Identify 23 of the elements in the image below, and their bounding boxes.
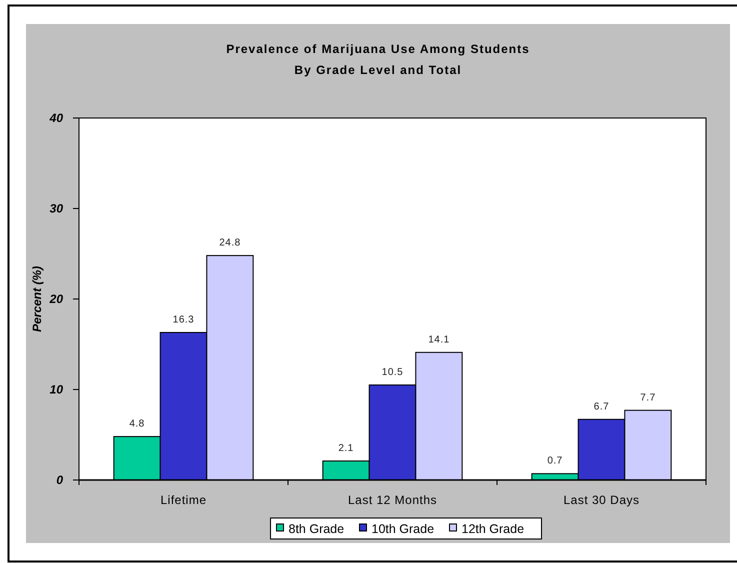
x-tick-label: Lifetime xyxy=(160,493,207,507)
data-label: 7.7 xyxy=(640,392,656,404)
chart-subtitle: By Grade Level and Total xyxy=(294,63,462,77)
data-label: 10.5 xyxy=(382,366,404,378)
y-tick-label: 10 xyxy=(50,382,64,396)
data-label: 2.1 xyxy=(338,442,354,454)
y-tick-label: 0 xyxy=(56,473,64,487)
y-tick-label: 20 xyxy=(48,292,64,306)
data-label: 6.7 xyxy=(594,401,610,412)
data-label: 4.8 xyxy=(129,418,145,430)
y-axis-title: Percent (%) xyxy=(30,266,44,332)
y-tick-label: 30 xyxy=(50,202,64,216)
legend-label: 12th Grade xyxy=(462,522,524,536)
x-tick-label: Last 30 Days xyxy=(563,493,640,507)
data-label: 0.7 xyxy=(547,456,563,467)
x-tick-label: Last 12 Months xyxy=(348,493,438,507)
y-tick-label: 40 xyxy=(48,111,64,125)
data-label: 24.8 xyxy=(219,238,241,249)
chart-title: Prevalence of Marijuana Use Among Students xyxy=(226,42,530,56)
data-label: 16.3 xyxy=(172,314,194,326)
data-label: 14.1 xyxy=(428,334,450,346)
legend-label: 8th Grade xyxy=(288,522,344,536)
legend-label: 10th Grade xyxy=(372,522,434,536)
